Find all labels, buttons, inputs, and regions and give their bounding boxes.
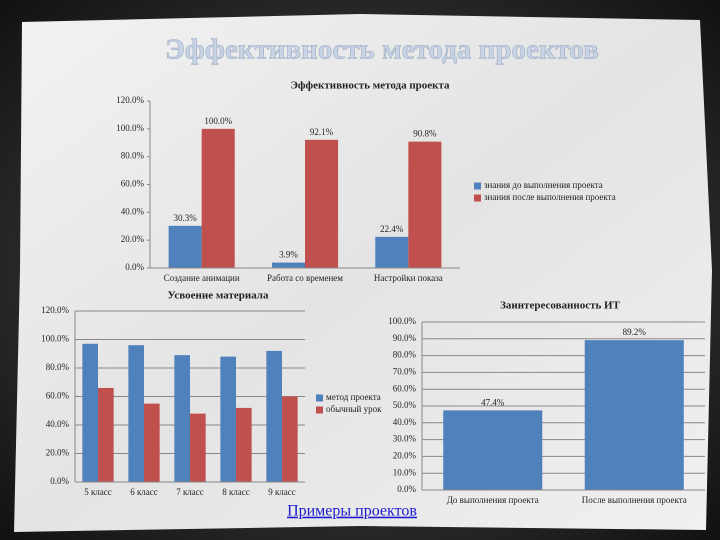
x-tick-label: 7 класс xyxy=(176,487,204,497)
y-tick-label: 100.0% xyxy=(388,316,416,326)
legend-swatch xyxy=(316,406,323,414)
bar xyxy=(236,407,252,482)
x-tick-label: До выполнения проекта xyxy=(447,495,539,505)
value-label: 100.0% xyxy=(204,116,232,126)
bar xyxy=(168,225,202,268)
value-label: 22.4% xyxy=(380,224,404,234)
bar xyxy=(282,396,298,482)
y-tick-label: 30.0% xyxy=(393,434,417,444)
bar xyxy=(174,355,190,482)
bar xyxy=(443,410,543,490)
slide-title: Эффективность метода проектов xyxy=(165,34,599,66)
y-tick-label: 20.0% xyxy=(46,448,70,458)
value-label: 92.1% xyxy=(310,127,334,137)
x-tick-label: 9 класс xyxy=(268,487,296,497)
x-tick-label: После выполнения проекта xyxy=(582,495,687,505)
y-tick-label: 0.0% xyxy=(397,484,416,494)
y-tick-label: 20.0% xyxy=(121,234,145,244)
bar xyxy=(82,343,98,482)
y-tick-label: 60.0% xyxy=(46,391,70,401)
y-tick-label: 90.0% xyxy=(393,333,417,343)
y-tick-label: 120.0% xyxy=(41,305,69,315)
legend-label: знания до выполнения проекта xyxy=(484,180,603,190)
value-label: 3.9% xyxy=(279,250,298,260)
chart-title: Заинтересованность ИТ xyxy=(500,300,621,312)
legend-swatch xyxy=(474,194,481,202)
value-label: 30.3% xyxy=(174,213,198,223)
legend-swatch xyxy=(316,394,323,402)
x-tick-label: Работа со временем xyxy=(267,273,343,283)
y-tick-label: 100.0% xyxy=(41,334,69,344)
link[interactable]: Примеры проектов xyxy=(287,503,417,520)
y-tick-label: 60.0% xyxy=(121,179,145,189)
bar xyxy=(98,387,114,482)
bar xyxy=(408,141,442,268)
chart-title: Эффективность метода проекта xyxy=(290,80,450,92)
x-tick-label: 8 класс xyxy=(222,487,250,497)
legend-swatch xyxy=(474,182,481,190)
x-tick-label: 5 класс xyxy=(84,487,112,497)
x-tick-label: 6 класс xyxy=(130,487,158,497)
legend-label: метод проекта xyxy=(326,392,381,402)
legend-label: знания после выполнения проекта xyxy=(484,192,616,202)
bar xyxy=(375,236,409,268)
x-tick-label: Создание анимации xyxy=(164,273,240,283)
y-tick-label: 40.0% xyxy=(121,206,145,216)
value-label: 90.8% xyxy=(413,129,437,139)
y-tick-label: 80.0% xyxy=(393,350,417,360)
y-tick-label: 80.0% xyxy=(121,151,145,161)
x-tick-label: Настройки показа xyxy=(374,273,443,283)
chart-title: Усвоение материала xyxy=(168,290,269,302)
bar xyxy=(271,262,305,268)
y-tick-label: 40.0% xyxy=(393,417,417,427)
value-label: 89.2% xyxy=(623,327,647,337)
y-tick-label: 10.0% xyxy=(393,467,417,477)
bar xyxy=(266,350,282,482)
bar xyxy=(190,413,206,482)
y-tick-label: 60.0% xyxy=(393,383,417,393)
y-tick-label: 120.0% xyxy=(116,95,144,105)
bar xyxy=(128,345,144,482)
y-tick-label: 0.0% xyxy=(50,476,69,486)
y-tick-label: 40.0% xyxy=(46,419,70,429)
value-label: 47.4% xyxy=(481,397,505,407)
y-tick-label: 20.0% xyxy=(393,450,417,460)
y-tick-label: 100.0% xyxy=(116,123,144,133)
bar xyxy=(220,356,236,482)
y-tick-label: 70.0% xyxy=(393,366,417,376)
bar xyxy=(305,139,339,268)
bar xyxy=(584,340,684,490)
bar xyxy=(144,403,160,482)
y-tick-label: 80.0% xyxy=(46,362,70,372)
legend-label: обычный урок xyxy=(326,404,382,414)
bar xyxy=(201,128,235,268)
y-tick-label: 50.0% xyxy=(393,400,417,410)
y-tick-label: 0.0% xyxy=(125,262,144,272)
